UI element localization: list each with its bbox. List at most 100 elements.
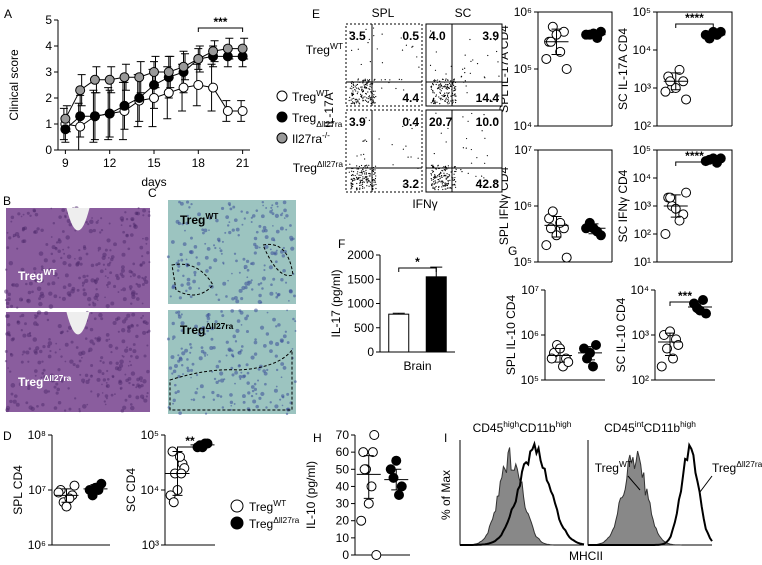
tissue-texture: [261, 229, 265, 233]
tissue-texture: [239, 378, 242, 381]
tissue-texture: [289, 224, 292, 227]
tissue-texture: [34, 351, 38, 355]
flow-event: [449, 84, 452, 86]
tissue-texture: [219, 395, 223, 398]
flow-event: [442, 180, 444, 182]
tissue-texture: [61, 330, 64, 334]
tissue-texture: [122, 239, 127, 244]
flow-event: [350, 186, 353, 188]
label-text: Treg: [180, 213, 205, 227]
significance: *: [415, 255, 420, 269]
tissue-texture: [128, 347, 133, 352]
tissue-texture: [211, 370, 214, 373]
flow-event: [470, 162, 473, 164]
tissue-texture: [264, 244, 269, 249]
tissue-texture: [288, 299, 290, 302]
tissue-texture: [89, 339, 94, 344]
flow-event: [363, 79, 365, 81]
tissue-texture: [225, 340, 229, 344]
y-tick-label: 500: [354, 321, 374, 335]
tissue-texture: [193, 245, 198, 249]
tissue-texture: [280, 376, 283, 379]
tissue-texture: [82, 381, 85, 384]
tissue-texture: [206, 316, 211, 321]
flow-event: [352, 183, 354, 185]
flow-event: [439, 103, 441, 105]
quadrant-value: 3.9: [482, 29, 499, 43]
tissue-texture: [36, 227, 40, 231]
tissue-texture: [285, 214, 289, 218]
tissue-texture: [242, 257, 246, 261]
tissue-texture: [264, 228, 268, 233]
tissue-texture: [63, 252, 66, 255]
panel-letter: G: [508, 244, 517, 258]
flow-event: [454, 89, 456, 91]
tissue-texture: [4, 298, 8, 302]
label-text: 18: [192, 156, 206, 170]
tissue-texture: [8, 334, 12, 337]
label-text: CD45: [473, 421, 504, 435]
flow-event: [361, 179, 364, 181]
flow-event: [433, 102, 435, 105]
tissue-texture: [17, 212, 21, 216]
label-text: 3.9: [482, 29, 499, 43]
flow-event: [364, 85, 366, 87]
tissue-texture: [8, 236, 12, 240]
flow-event: [373, 79, 375, 81]
flow-event: [441, 186, 443, 188]
flow-event: [361, 91, 364, 93]
x-axis-label: MHCII: [569, 549, 603, 563]
flow-event: [369, 99, 371, 101]
tissue-texture: [202, 395, 206, 399]
tissue-texture: [184, 348, 189, 353]
tissue-texture: [109, 271, 113, 275]
flow-event: [375, 175, 377, 177]
flow-event: [363, 187, 365, 189]
flow-event: [442, 188, 444, 191]
flow-event: [471, 112, 473, 115]
flow-event: [440, 176, 442, 178]
tissue-texture: [6, 246, 10, 250]
tissue-texture: [209, 345, 214, 351]
tissue-texture: [41, 403, 45, 407]
tissue-texture: [234, 340, 238, 343]
flow-event: [356, 178, 358, 180]
flow-event: [359, 33, 362, 35]
flow-event: [441, 87, 443, 89]
flow-event: [384, 78, 386, 81]
label-text: E: [312, 7, 320, 21]
tissue-texture: [50, 252, 54, 256]
flow-event: [363, 181, 365, 183]
flow-event: [359, 187, 361, 189]
data-point: [681, 94, 692, 105]
flow-event: [431, 82, 434, 85]
flow-event: [353, 97, 355, 99]
tissue-texture: [208, 216, 212, 220]
flow-event: [358, 174, 360, 176]
tissue-texture: [43, 389, 49, 394]
quadrant-value: 4.0: [429, 29, 446, 43]
flow-event: [348, 99, 350, 102]
tissue-texture: [105, 338, 109, 342]
tissue-texture: [222, 261, 225, 264]
error-bar: [551, 215, 562, 238]
flow-event: [447, 98, 449, 101]
flow-event: [365, 173, 367, 175]
tissue-texture: [189, 368, 194, 372]
y-tick-label: 60: [336, 445, 350, 459]
tissue-texture: [86, 403, 89, 406]
tissue-texture: [240, 297, 244, 301]
data-point: [75, 111, 86, 122]
tissue-texture: [18, 382, 23, 387]
y-tick-label: 5: [45, 13, 52, 27]
tissue-texture: [190, 376, 192, 379]
flow-event: [481, 130, 483, 132]
flow-event: [445, 87, 447, 90]
tissue-texture: [39, 278, 44, 283]
tissue-texture: [283, 208, 287, 213]
tissue-texture: [225, 215, 230, 220]
label-text: 0: [342, 548, 349, 562]
tissue-texture: [116, 316, 121, 321]
tissue-texture: [88, 228, 93, 234]
flow-event: [438, 186, 440, 188]
